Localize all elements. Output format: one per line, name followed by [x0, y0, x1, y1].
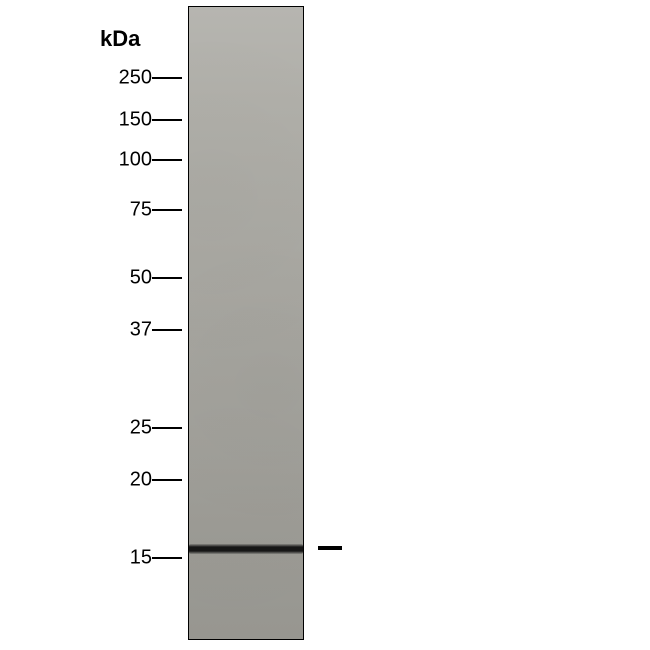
tick-mark — [152, 119, 182, 121]
tick-mark — [152, 77, 182, 79]
tick-mark — [152, 479, 182, 481]
tick-label: 75 — [0, 199, 152, 222]
tick-label: 37 — [0, 319, 152, 342]
tick-mark — [152, 159, 182, 161]
axis-unit-label: kDa — [100, 26, 140, 52]
tick-mark — [152, 277, 182, 279]
band-indicator-marker — [318, 546, 342, 550]
tick-label: 250 — [0, 67, 152, 90]
tick-label: 25 — [0, 417, 152, 440]
blot-lane — [188, 6, 304, 640]
tick-label: 20 — [0, 469, 152, 492]
tick-mark — [152, 427, 182, 429]
tick-mark — [152, 329, 182, 331]
tick-label: 50 — [0, 267, 152, 290]
tick-label: 100 — [0, 149, 152, 172]
tick-label: 150 — [0, 109, 152, 132]
tick-mark — [152, 557, 182, 559]
protein-band — [189, 544, 303, 554]
tick-mark — [152, 209, 182, 211]
western-blot-figure: kDa 250 150 100 75 50 37 25 20 15 — [0, 0, 650, 650]
tick-label: 15 — [0, 547, 152, 570]
